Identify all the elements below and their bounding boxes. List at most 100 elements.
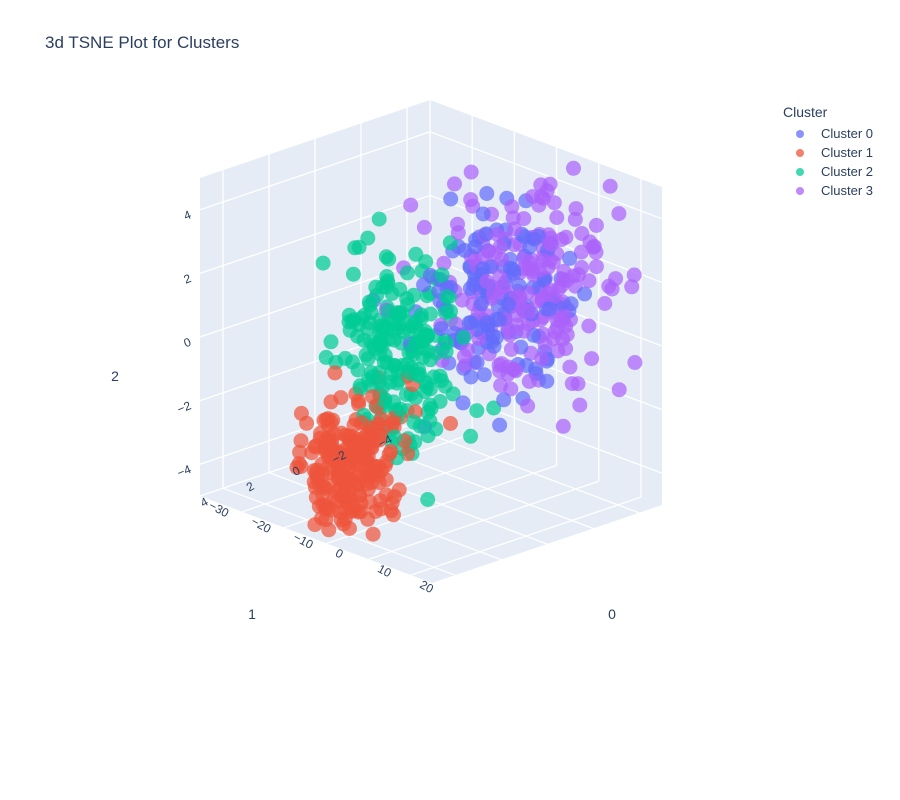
data-point[interactable]: [362, 494, 378, 510]
data-point[interactable]: [321, 522, 337, 538]
data-point[interactable]: [432, 368, 448, 384]
data-point[interactable]: [327, 365, 343, 381]
data-point[interactable]: [346, 417, 362, 433]
data-point[interactable]: [564, 376, 580, 392]
data-point[interactable]: [543, 282, 559, 298]
data-point[interactable]: [364, 369, 380, 385]
data-point[interactable]: [466, 277, 482, 293]
data-point[interactable]: [588, 217, 604, 233]
data-point[interactable]: [463, 164, 479, 180]
data-point[interactable]: [371, 211, 387, 227]
data-point[interactable]: [491, 312, 507, 328]
data-point[interactable]: [382, 374, 398, 390]
data-point[interactable]: [381, 251, 397, 267]
data-point[interactable]: [492, 417, 508, 433]
data-point[interactable]: [541, 301, 557, 317]
data-point[interactable]: [456, 330, 472, 345]
data-point[interactable]: [460, 342, 476, 358]
data-point[interactable]: [365, 389, 381, 405]
data-point[interactable]: [365, 526, 381, 542]
data-point[interactable]: [521, 303, 537, 319]
data-point[interactable]: [387, 429, 402, 445]
data-point[interactable]: [357, 458, 373, 474]
data-point[interactable]: [416, 219, 432, 235]
data-point[interactable]: [381, 446, 397, 462]
data-point[interactable]: [539, 373, 555, 389]
data-point[interactable]: [500, 296, 516, 312]
data-point[interactable]: [457, 243, 473, 258]
data-point[interactable]: [493, 377, 509, 393]
legend-item-cluster-3[interactable]: Cluster 3: [783, 181, 873, 200]
data-point[interactable]: [529, 293, 545, 309]
data-point[interactable]: [505, 210, 521, 226]
data-point[interactable]: [318, 349, 334, 365]
data-point[interactable]: [406, 414, 422, 430]
data-point[interactable]: [534, 351, 550, 366]
data-point[interactable]: [562, 359, 578, 375]
data-point[interactable]: [463, 428, 479, 444]
data-point[interactable]: [417, 384, 433, 400]
data-point[interactable]: [586, 238, 602, 254]
data-point[interactable]: [420, 492, 436, 507]
data-point[interactable]: [516, 323, 532, 339]
data-point[interactable]: [577, 286, 593, 302]
data-point[interactable]: [455, 395, 471, 411]
data-point[interactable]: [333, 390, 349, 406]
data-point[interactable]: [562, 250, 578, 266]
data-point[interactable]: [537, 336, 553, 352]
data-point[interactable]: [486, 400, 502, 416]
data-point[interactable]: [494, 356, 509, 372]
data-point[interactable]: [624, 279, 640, 295]
data-point[interactable]: [436, 255, 452, 271]
data-point[interactable]: [443, 191, 459, 207]
data-point[interactable]: [504, 199, 520, 215]
data-point[interactable]: [374, 428, 389, 444]
data-point[interactable]: [476, 367, 492, 383]
data-point[interactable]: [392, 401, 408, 417]
data-point[interactable]: [351, 239, 367, 255]
data-point[interactable]: [342, 446, 358, 462]
data-point[interactable]: [627, 355, 643, 370]
legend-item-cluster-2[interactable]: Cluster 2: [783, 162, 873, 181]
data-point[interactable]: [407, 314, 423, 330]
data-point[interactable]: [568, 201, 584, 217]
data-point[interactable]: [374, 411, 390, 427]
data-point[interactable]: [463, 192, 479, 208]
data-point[interactable]: [450, 216, 465, 232]
data-point[interactable]: [292, 444, 308, 460]
data-point[interactable]: [506, 362, 522, 378]
data-point[interactable]: [521, 373, 537, 389]
data-point[interactable]: [549, 210, 565, 225]
data-point[interactable]: [469, 403, 485, 419]
data-point[interactable]: [323, 334, 339, 350]
data-point[interactable]: [626, 267, 642, 283]
data-point[interactable]: [386, 507, 401, 523]
data-point[interactable]: [345, 266, 361, 282]
data-point[interactable]: [293, 405, 309, 421]
data-point[interactable]: [434, 267, 450, 283]
data-point[interactable]: [571, 267, 586, 283]
data-point[interactable]: [558, 341, 574, 357]
data-point[interactable]: [439, 289, 455, 305]
data-point[interactable]: [485, 284, 501, 300]
data-point[interactable]: [469, 355, 485, 370]
data-point[interactable]: [386, 489, 402, 505]
data-point[interactable]: [399, 265, 415, 281]
data-point[interactable]: [572, 397, 588, 413]
data-point[interactable]: [520, 398, 536, 414]
data-point[interactable]: [558, 229, 574, 245]
data-point[interactable]: [384, 286, 400, 301]
data-point[interactable]: [506, 265, 522, 281]
data-point[interactable]: [346, 312, 362, 328]
data-point[interactable]: [352, 381, 368, 397]
data-point[interactable]: [293, 433, 309, 449]
data-point[interactable]: [540, 259, 556, 275]
data-point[interactable]: [445, 386, 461, 402]
data-point[interactable]: [563, 296, 579, 312]
data-point[interactable]: [479, 274, 495, 289]
data-point[interactable]: [320, 501, 336, 517]
data-point[interactable]: [315, 255, 331, 271]
data-point[interactable]: [428, 345, 444, 361]
data-point[interactable]: [362, 297, 378, 313]
